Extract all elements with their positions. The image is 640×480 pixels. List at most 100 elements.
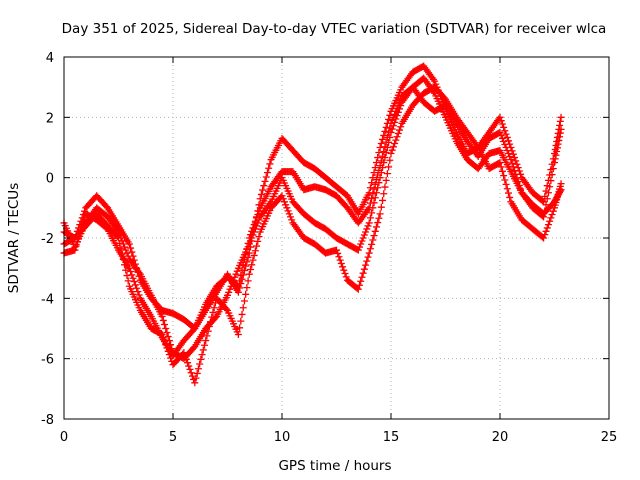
interpolated-point [117,245,125,253]
data-point [387,119,395,127]
interpolated-point [280,198,288,206]
interpolated-point [381,183,389,191]
interpolated-point [370,169,378,177]
data-points [60,62,565,387]
interpolated-point [383,170,391,178]
interpolated-point [161,337,169,345]
interpolated-point [382,176,390,184]
interpolated-point [339,263,347,271]
interpolated-point [159,334,167,342]
data-point [224,291,231,299]
interpolated-point [133,284,141,292]
interpolated-point [236,277,244,285]
interpolated-point [261,177,269,185]
interpolated-point [381,127,389,135]
interpolated-point [253,214,261,222]
interpolated-point [369,174,377,182]
interpolated-point [374,171,382,179]
interpolated-point [135,272,143,280]
interpolated-point [379,152,387,160]
chart-title: Day 351 of 2025, Sidereal Day-to-day VTE… [62,21,607,37]
interpolated-point [556,133,564,141]
interpolated-point [366,214,374,222]
interpolated-point [128,248,136,256]
interpolated-point [237,272,245,280]
data-point [496,113,504,121]
data-point [365,249,373,257]
interpolated-point [374,154,382,162]
interpolated-point [342,273,350,281]
interpolated-point [133,264,141,272]
x-tick-label: 0 [60,430,68,445]
interpolated-point [500,123,508,131]
interpolated-point [389,113,397,121]
interpolated-point [243,245,251,253]
interpolated-point [238,266,246,274]
interpolated-point [553,148,561,156]
interpolated-point [255,233,263,241]
interpolated-point [123,249,131,257]
interpolated-point [255,207,263,215]
interpolated-point [247,243,255,251]
data-point [557,113,565,121]
interpolated-point [209,308,217,316]
interpolated-point [391,139,399,147]
interpolated-point [193,369,201,377]
interpolated-point [163,329,171,337]
data-point [245,234,253,242]
data-point [365,204,373,212]
interpolated-point [360,231,368,239]
interpolated-point [363,257,371,265]
interpolated-point [249,224,257,232]
interpolated-point [366,199,374,207]
interpolated-point [371,164,379,172]
interpolated-point [364,206,372,214]
interpolated-point [359,269,367,277]
interpolated-point [517,185,525,193]
interpolated-point [196,360,204,368]
interpolated-point [504,150,512,158]
interpolated-point [288,216,296,224]
interpolated-point [393,133,401,141]
data-point [354,285,362,293]
interpolated-point [286,213,294,221]
interpolated-point [231,273,239,281]
interpolated-point [383,133,391,141]
interpolated-point [392,107,400,115]
interpolated-point [394,101,402,109]
interpolated-point [498,134,506,142]
interpolated-point [498,167,506,175]
interpolated-point [239,304,247,312]
interpolated-point [511,167,519,175]
interpolated-point [222,305,230,313]
interpolated-point [501,140,509,148]
x-axis-label: GPS time / hours [278,458,391,474]
interpolated-point [380,148,388,156]
interpolated-point [504,137,512,145]
data-point [234,331,242,339]
data-point [557,180,565,188]
interpolated-point [369,236,377,244]
interpolated-point [548,171,556,179]
interpolated-point [263,169,271,177]
interpolated-point [502,144,510,151]
interpolated-point [370,232,378,240]
interpolated-point [381,143,389,151]
interpolated-point [509,163,517,171]
interpolated-point [128,271,136,279]
data-point [202,337,210,345]
data-point [365,189,373,197]
interpolated-point [394,129,402,137]
data-point [191,379,199,387]
interpolated-point [247,231,255,239]
interpolated-point [279,195,287,203]
interpolated-point [233,267,241,275]
interpolated-point [368,194,376,202]
y-tick-label: 4 [46,51,54,66]
interpolated-point [549,207,557,215]
interpolated-point [370,185,378,193]
interpolated-point [356,281,364,289]
interpolated-point [395,98,403,106]
interpolated-point [242,250,250,258]
